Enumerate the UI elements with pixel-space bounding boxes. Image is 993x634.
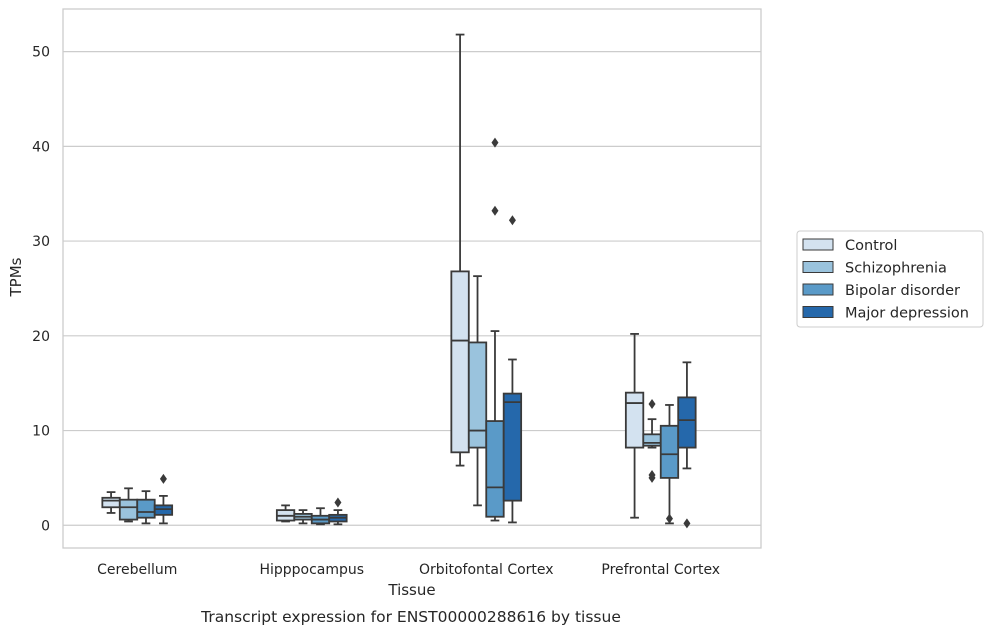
legend-label: Schizophrenia — [845, 261, 947, 277]
box-bipolar-disorder — [136, 490, 156, 525]
box-major-depression — [677, 361, 697, 529]
chart-caption: Transcript expression for ENST0000028861… — [200, 608, 621, 626]
box-major-depression — [502, 215, 523, 524]
x-tick-label: Hipppocampus — [259, 562, 364, 578]
outlier-point — [491, 205, 499, 216]
iqr-box — [659, 424, 680, 479]
iqr-box — [450, 270, 470, 454]
box-control — [275, 504, 296, 523]
iqr-box — [502, 392, 523, 502]
box-bipolar-disorder — [659, 404, 680, 525]
legend-label: Bipolar disorder — [845, 283, 960, 299]
outlier-point — [683, 518, 691, 529]
box-schizophrenia — [642, 399, 662, 483]
x-tick-label: Prefrontal Cortex — [601, 562, 720, 578]
iqr-box — [467, 341, 488, 449]
box-major-depression — [153, 473, 174, 525]
outlier-point — [648, 472, 656, 483]
x-tick-labels: Cerebellum Hipppocampus Orbitofontal Corte… — [97, 562, 720, 578]
box-schizophrenia — [467, 275, 488, 507]
box-control — [101, 491, 121, 514]
legend-swatch — [802, 306, 834, 318]
y-tick-label: 0 — [41, 518, 50, 534]
box-schizophrenia — [118, 487, 139, 523]
iqr-box — [101, 496, 121, 509]
legend-label: Control — [845, 238, 897, 254]
gridlines — [63, 51, 761, 526]
boxes — [101, 33, 697, 529]
outlier-point — [508, 215, 516, 226]
x-tick-label: Cerebellum — [97, 562, 177, 578]
outlier-point — [648, 399, 656, 410]
y-tick-labels: 0 10 20 30 40 50 — [32, 45, 50, 535]
y-tick-label: 50 — [32, 45, 50, 61]
iqr-box — [642, 433, 662, 447]
y-tick-label: 20 — [32, 329, 50, 345]
iqr-box — [118, 498, 139, 521]
box-control — [624, 333, 645, 519]
legend-frame — [796, 230, 984, 328]
outlier-point — [334, 497, 342, 508]
x-axis-label: Tissue — [387, 581, 435, 599]
y-tick-label: 40 — [32, 139, 50, 155]
box-major-depression — [328, 497, 348, 526]
legend: Control Schizophrenia Bipolar disorder Majo… — [796, 230, 984, 328]
y-tick-label: 30 — [32, 234, 50, 250]
box-control — [450, 33, 470, 467]
box-bipolar-disorder — [310, 507, 331, 526]
outlier-point — [665, 513, 673, 524]
y-axis-label: TPMs — [7, 257, 25, 297]
iqr-box — [624, 391, 645, 449]
iqr-box — [677, 396, 697, 449]
iqr-box — [136, 498, 156, 519]
box-bipolar-disorder — [485, 137, 505, 522]
iqr-box — [153, 504, 174, 516]
iqr-box — [485, 420, 505, 518]
plot-frame — [62, 8, 762, 549]
legend-swatch — [802, 283, 834, 296]
legend-swatch — [802, 261, 834, 273]
x-tick-label: Orbitofontal Cortex — [419, 562, 554, 578]
box-schizophrenia — [293, 509, 313, 525]
legend-label: Major depression — [845, 306, 969, 322]
outlier-point — [491, 137, 499, 148]
y-tick-label: 10 — [32, 424, 50, 440]
outlier-point — [159, 473, 167, 484]
legend-swatch — [802, 238, 834, 251]
